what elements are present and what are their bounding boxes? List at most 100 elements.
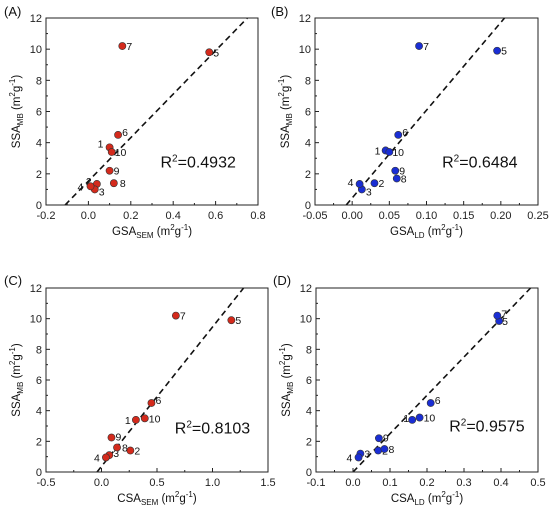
x-tick-label: 0.4 (493, 477, 508, 489)
x-tick-label: 0.0 (345, 477, 360, 489)
point-label: 10 (392, 147, 404, 159)
y-tick-label: 6 (36, 107, 42, 119)
point-label: 6 (435, 395, 441, 407)
y-axis-label: SSAMB (m2g-1) (277, 75, 294, 149)
y-tick-label: 2 (36, 436, 42, 448)
point-label: 1 (125, 415, 131, 427)
data-point (415, 42, 422, 49)
y-axis-label-main: SSA (11, 393, 23, 416)
x-tick-label: 0.25 (527, 210, 548, 222)
x-tick-label: 1.0 (205, 477, 220, 489)
y-axis-label-sub: MB (16, 113, 25, 125)
panel-tag: (D) (273, 273, 291, 288)
x-axis-label-main: CSA (117, 493, 141, 505)
y-tick-label: 10 (300, 314, 312, 326)
y-tick-label: 12 (299, 13, 311, 25)
data-point (371, 180, 378, 187)
point-label: 7 (501, 309, 507, 321)
y-tick-label: 10 (30, 44, 42, 56)
fit-line (65, 18, 247, 205)
x-tick-label: 0.0 (81, 210, 96, 222)
x-tick-label: 0.6 (208, 210, 223, 222)
x-axis-label: CSALD (m2g-1) (391, 490, 463, 507)
point-label: 7 (126, 41, 132, 53)
data-point (87, 183, 94, 190)
r-squared-r: R (175, 420, 187, 437)
y-tick-label: 8 (305, 75, 311, 87)
y-tick-label: 8 (36, 344, 42, 356)
y-axis-label-close: ) (281, 343, 293, 347)
point-label: 10 (115, 147, 127, 159)
x-axis-label-close: ) (188, 226, 192, 238)
point-label: 4 (78, 181, 84, 193)
y-tick-label: 4 (306, 406, 312, 418)
point-label: 9 (115, 432, 121, 444)
point-label: 4 (348, 177, 354, 189)
point-label: 2 (134, 446, 140, 458)
point-label: 8 (122, 442, 128, 454)
point-label: 1 (375, 145, 381, 157)
y-tick-label: 6 (306, 375, 312, 387)
y-tick-label: 4 (36, 138, 42, 150)
x-axis-label-main: GSA (112, 226, 137, 238)
y-axis-label: SSAMB (m2g-1) (8, 75, 25, 149)
x-tick-label: 0.8 (250, 210, 265, 222)
x-axis-label-close: ) (459, 226, 463, 238)
x-axis-label-unit: (m (425, 226, 442, 238)
y-tick-label: 0 (36, 467, 42, 479)
data-point (141, 415, 148, 422)
point-label: 6 (155, 395, 161, 407)
y-axis-label-unit: (m (11, 365, 23, 382)
y-tick-label: 12 (30, 283, 42, 295)
y-tick-label: 2 (36, 169, 42, 181)
r-squared-value: =0.6484 (459, 155, 517, 172)
y-axis-label-main: SSA (280, 125, 292, 148)
y-tick-label: 2 (306, 436, 312, 448)
data-point (102, 454, 109, 461)
data-point (113, 444, 120, 451)
r-squared-label: R2=0.8103 (175, 419, 251, 437)
panel-tag: (A) (4, 4, 21, 19)
r-squared-value: =0.9575 (466, 419, 524, 436)
data-point (427, 399, 434, 406)
data-point (494, 312, 501, 319)
panel-b: (B) -0.05 0.00 0.05 0.10 0.15 0.20 0.25 0 2 4 6 8 10 1… (271, 4, 549, 240)
data-point (108, 434, 115, 441)
point-label: 1 (403, 413, 409, 425)
plot-frame (46, 18, 258, 205)
y-tick-label: 4 (36, 406, 42, 418)
point-label: 5 (235, 315, 241, 327)
x-axis-label-sub: LD (414, 498, 424, 507)
y-tick-label: 8 (306, 344, 312, 356)
x-tick-label: 1.5 (260, 477, 275, 489)
x-axis-label: GSASEM (m2g-1) (112, 223, 192, 240)
data-point (395, 131, 402, 138)
x-tick-label: 0.5 (530, 477, 545, 489)
y-tick-label: 4 (305, 138, 311, 150)
data-point (206, 49, 213, 56)
x-axis-label-sub: SEM (141, 498, 159, 507)
data-point (228, 317, 235, 324)
y-tick-label: 10 (299, 44, 311, 56)
y-axis-label-unit: (m (281, 365, 293, 382)
y-axis-label-sub: MB (16, 382, 25, 394)
data-point (110, 180, 117, 187)
y-axis-label-unit: (m (280, 97, 292, 114)
point-label: 3 (99, 186, 105, 198)
x-axis-label-main: CSA (391, 493, 415, 505)
panel-tag: (B) (271, 4, 288, 19)
point-label: 2 (378, 178, 384, 190)
r-squared-r: R (449, 419, 461, 436)
r-squared-r: R (160, 155, 172, 172)
x-tick-label: 0.3 (456, 477, 471, 489)
y-axis-label: SSAMB (m2g-1) (278, 343, 295, 417)
x-tick-label: 0.15 (453, 210, 474, 222)
point-label: 3 (366, 186, 372, 198)
y-tick-label: 0 (305, 200, 311, 212)
y-axis-label-close: ) (11, 343, 23, 347)
y-tick-label: 12 (30, 13, 42, 25)
x-axis-label-unit: (m (154, 226, 171, 238)
point-label: 4 (347, 452, 353, 464)
